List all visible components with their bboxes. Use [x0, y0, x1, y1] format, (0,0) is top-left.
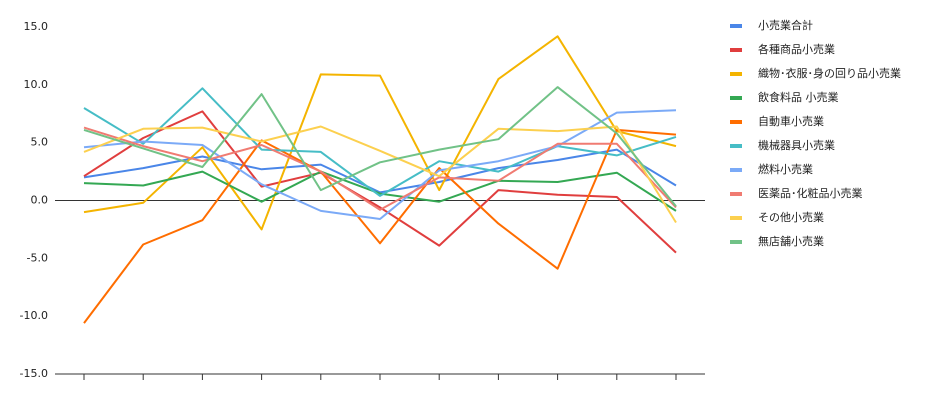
legend-swatch	[730, 120, 742, 124]
y-tick-label: 15.0	[24, 20, 49, 33]
series-line	[83, 110, 677, 254]
y-tick-label: 5.0	[31, 136, 49, 149]
legend-label: 燃料小売業	[758, 162, 813, 176]
y-tick-label: -15.0	[20, 367, 48, 380]
series-line	[83, 125, 677, 224]
series-line	[83, 87, 677, 197]
series-line	[83, 148, 677, 194]
legend-label: 医薬品･化粧品小売業	[758, 186, 863, 200]
series-line	[83, 35, 677, 231]
legend-swatch	[730, 168, 742, 172]
legend-label: その他小売業	[758, 211, 824, 224]
legend-label: 飲食料品 小売業	[758, 90, 839, 104]
legend-label: 無店舗小売業	[758, 234, 824, 248]
legend-swatch	[730, 216, 742, 220]
legend-label: 自動車小売業	[758, 114, 824, 128]
series-line	[83, 128, 677, 324]
series-line	[83, 86, 677, 207]
legend-swatch	[730, 72, 742, 76]
legend-swatch	[730, 24, 742, 28]
legend-swatch	[730, 96, 742, 100]
legend-swatch	[730, 240, 742, 244]
legend-label: 各種商品小売業	[758, 42, 835, 56]
legend-label: 機械器具小売業	[758, 138, 835, 152]
y-tick-label: 10.0	[24, 78, 49, 91]
series-line	[83, 126, 677, 211]
legend-swatch	[730, 144, 742, 148]
y-tick-label: -10.0	[20, 309, 48, 322]
y-tick-label: 0.0	[31, 194, 49, 207]
legend-label: 小売業合計	[758, 18, 813, 32]
legend-swatch	[730, 192, 742, 196]
y-tick-label: -5.0	[27, 251, 48, 264]
series-line	[83, 109, 677, 220]
legend-swatch	[730, 48, 742, 52]
series-line	[83, 170, 677, 212]
legend-label: 織物･衣服･身の回り品小売業	[758, 66, 901, 80]
